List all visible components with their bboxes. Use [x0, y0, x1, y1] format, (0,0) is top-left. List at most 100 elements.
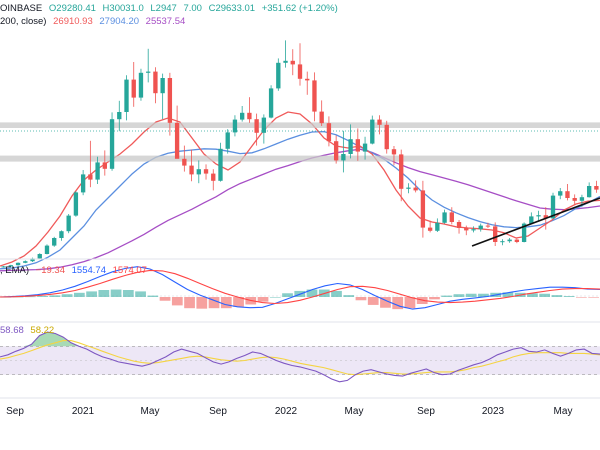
candle-body [594, 186, 599, 190]
macd-value: 1554.74 [71, 265, 106, 276]
macd-line [0, 266, 600, 310]
support-trendline[interactable] [471, 197, 600, 247]
macd-hist-bar [429, 297, 440, 300]
macd-hist-bar [588, 297, 599, 298]
macd-hist-bar [171, 297, 183, 306]
macd-hist-bar [527, 293, 538, 297]
macd-hist-bar [404, 297, 416, 309]
candle-body [174, 122, 180, 159]
high-value: H30031.0 [102, 3, 144, 14]
candle-body [362, 143, 368, 152]
macd-hist-bar [539, 293, 551, 297]
x-tick-label: 2022 [275, 406, 298, 417]
x-tick-label: Sep [209, 406, 227, 417]
macd-hist-bar [441, 295, 453, 297]
candle-body [305, 78, 310, 81]
candle-body [333, 141, 339, 161]
candle-body [399, 154, 404, 189]
candle-body [290, 60, 295, 65]
macd-hist-bar [380, 297, 391, 308]
macd-hist-bar [551, 295, 563, 297]
candle-body [23, 261, 28, 263]
candle-body [261, 117, 267, 133]
macd-hist-bar [98, 290, 110, 297]
macd-hist-bar [478, 293, 489, 297]
candle-body [370, 119, 375, 144]
candle-body [146, 71, 151, 73]
candle-body [88, 174, 93, 180]
close-value: C29633.01 [208, 3, 256, 14]
candle-body [189, 165, 194, 175]
low-value: L2947 [150, 3, 177, 14]
candle-body [167, 78, 173, 123]
macd-hist-bar [563, 296, 575, 297]
candle-body [73, 192, 79, 216]
candle-body [348, 139, 353, 154]
candle-body [579, 197, 585, 201]
candle-body [109, 119, 115, 169]
candle-body [247, 112, 252, 120]
candle-body [572, 198, 577, 201]
candle-body [297, 64, 303, 79]
macd-hist-bar [49, 295, 61, 297]
resistance-zones [0, 122, 600, 162]
candle-body [59, 231, 64, 238]
low-value-tail: 7.00 [183, 3, 202, 14]
candle-body [196, 169, 201, 175]
candle-body [471, 229, 476, 231]
macd-hist-bar [343, 295, 355, 297]
x-tick-label: May [345, 406, 364, 417]
candle-body [160, 78, 165, 94]
candle-body [427, 227, 433, 231]
macd-hist-bar [37, 296, 48, 297]
candle-body [449, 212, 454, 222]
change-value: +351.62 (+1.20%) [261, 3, 338, 14]
candle-body [514, 239, 520, 242]
candle-body [500, 241, 505, 243]
macd-hist-bar [24, 296, 36, 298]
time-axis[interactable]: Sep 2021 May Sep 2022 May Sep 2023 May [6, 406, 572, 417]
macd-hist-bar [502, 292, 514, 297]
candle-body [102, 162, 107, 169]
ma100-value: 27904.20 [99, 16, 140, 27]
macd-hist-bar [208, 297, 220, 309]
candle-body [138, 72, 144, 98]
macd-hist-bar [282, 293, 293, 297]
macd-hist-bar [196, 297, 208, 309]
rsi-overbought-fill [23, 332, 79, 347]
macd-hist-bar [355, 297, 367, 301]
x-tick-label: May [141, 406, 160, 417]
candle-body [8, 265, 14, 267]
x-tick-label: 2021 [72, 406, 95, 417]
candle-body [558, 191, 563, 196]
candle-body [384, 124, 389, 150]
ma50-value: 26910.93 [53, 16, 93, 27]
resistance-zone [0, 155, 600, 162]
macd-hist-bar [576, 297, 587, 298]
x-tick-label: Sep [6, 406, 24, 417]
macd-hist-bar [367, 297, 379, 305]
macd-hist-bar [135, 291, 146, 297]
candle-body [420, 190, 426, 228]
candle-body [254, 119, 259, 133]
candle-body [268, 88, 274, 118]
macd-hist-bar [392, 297, 404, 310]
candle-body [485, 225, 491, 227]
macd-hist-bar [73, 292, 85, 297]
candle-body [536, 215, 541, 217]
x-tick-label: 2023 [482, 406, 505, 417]
candle-body [218, 148, 223, 181]
candle-body [464, 228, 469, 231]
candle-body [95, 162, 100, 180]
x-tick-label: May [554, 406, 573, 417]
candle-body [124, 79, 129, 112]
candle-body [225, 132, 230, 149]
candle-body [478, 225, 483, 230]
exchange-label: OINBASE [0, 3, 43, 14]
macd-header: , EMA) −19.34 1554.74 1574.07 [0, 265, 151, 276]
candle-body [493, 226, 498, 242]
ma-header: 200, close) 26910.93 27904.20 25537.54 [0, 16, 189, 27]
candle-body [586, 186, 592, 198]
macd-label: , EMA) [0, 265, 30, 276]
